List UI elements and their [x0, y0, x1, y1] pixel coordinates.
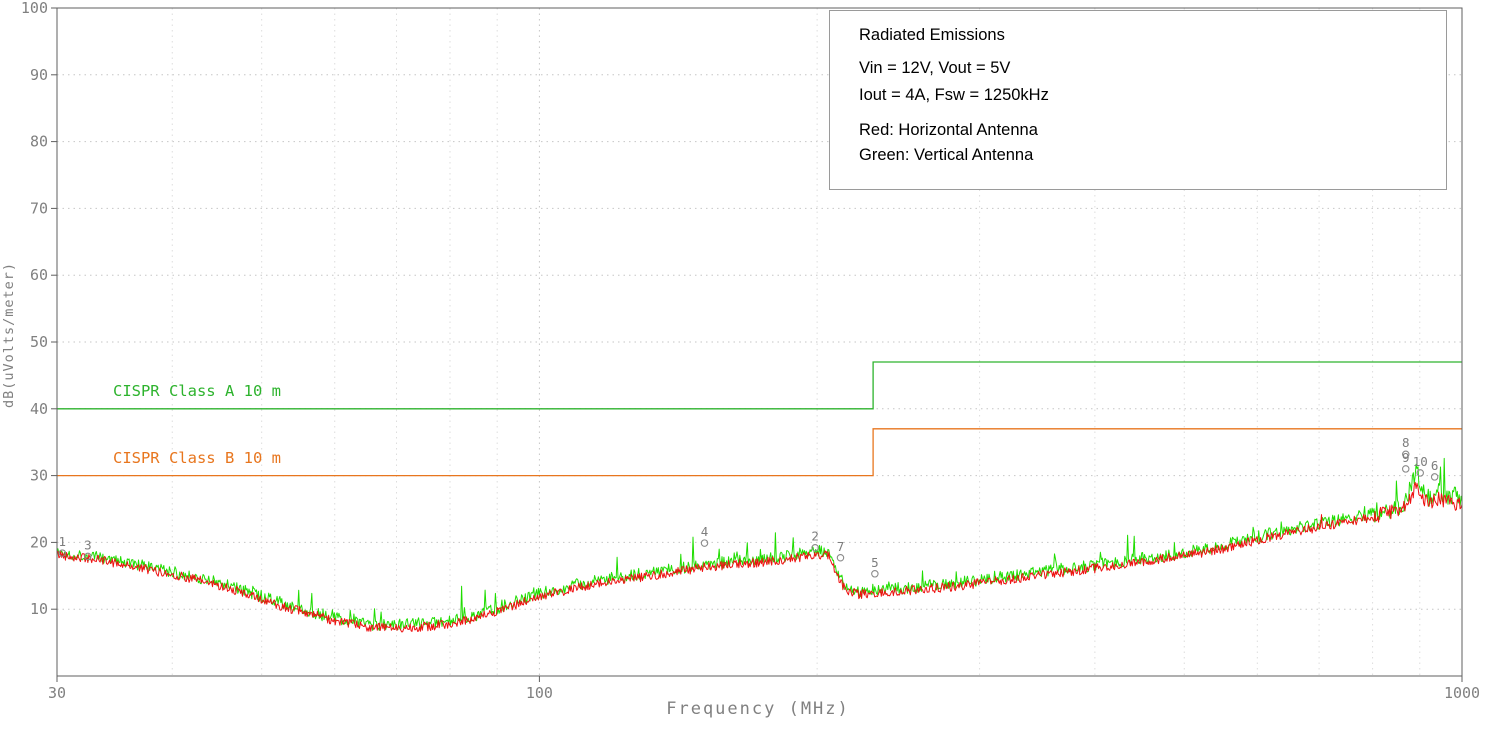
marker-label-7: 7 — [837, 539, 845, 554]
marker-circle-7 — [836, 554, 845, 562]
y-tick-label-90: 90 — [30, 66, 48, 84]
marker-8: 8 — [1401, 435, 1410, 458]
axis-layer: 10 20 30 40 50 60 70 80 90 100 30 100 1000 — [21, 0, 1480, 702]
legend-red-trace: Red: Horizontal Antenna — [859, 121, 1038, 139]
marker-label-1: 1 — [59, 534, 67, 549]
marker-4: 4 — [700, 524, 709, 547]
y-tick-label-60: 60 — [30, 266, 48, 284]
marker-circle-8 — [1401, 450, 1410, 458]
marker-circle-9 — [1401, 465, 1410, 473]
marker-label-5: 5 — [871, 555, 879, 570]
y-tick-label-30: 30 — [30, 467, 48, 485]
marker-layer: 1 3 4 2 7 5 89 10 6 — [58, 435, 1439, 578]
y-axis-title: dB(uVolts/meter) — [1, 262, 17, 408]
legend-vin-vout: Vin = 12V, Vout = 5V — [859, 59, 1011, 77]
legend-box: Radiated Emissions Vin = 12V, Vout = 5V … — [829, 10, 1447, 190]
marker-circle-2 — [811, 543, 819, 552]
limit-lines-layer: CISPR Class A 10 m CISPR Class B 10 m — [57, 361, 1462, 477]
trace-layer — [56, 457, 1463, 633]
marker-circle-10 — [1416, 469, 1424, 477]
marker-label-8: 8 — [1402, 435, 1410, 450]
x-tick-label-1000: 1000 — [1444, 684, 1480, 702]
marker-5: 5 — [871, 555, 879, 578]
trace-horizontal-antenna — [56, 481, 1463, 633]
y-tick-label-40: 40 — [30, 400, 48, 418]
x-axis-title: Frequency (MHz) — [666, 699, 850, 719]
plot-frame — [56, 7, 1463, 677]
marker-label-10: 10 — [1413, 454, 1428, 469]
marker-circle-3 — [84, 552, 92, 561]
legend-title: Radiated Emissions — [859, 26, 1005, 44]
x-tick-label-30: 30 — [48, 684, 66, 702]
marker-label-3: 3 — [84, 537, 92, 552]
marker-circle-6 — [1430, 473, 1439, 481]
marker-label-6: 6 — [1431, 458, 1439, 473]
limit-label-cispr-class-b-10-m: CISPR Class B 10 m — [113, 449, 281, 467]
limit-line-cispr-class-b-10-m — [57, 428, 1462, 477]
marker-circle-1 — [58, 549, 67, 557]
y-tick-label-80: 80 — [30, 133, 48, 151]
marker-label-2: 2 — [811, 529, 819, 544]
marker-1: 1 — [58, 534, 67, 557]
marker-2: 2 — [811, 529, 819, 552]
marker-10: 10 — [1413, 454, 1428, 477]
y-tick-label-50: 50 — [30, 333, 48, 351]
limit-label-cispr-class-a-10-m: CISPR Class A 10 m — [113, 382, 281, 400]
legend-iout-fsw: Iout = 4A, Fsw = 1250kHz — [859, 86, 1049, 104]
marker-circle-4 — [700, 539, 709, 547]
marker-3: 3 — [84, 537, 92, 561]
marker-label-4: 4 — [701, 524, 709, 539]
marker-6: 6 — [1430, 458, 1439, 481]
limit-line-cispr-class-a-10-m — [57, 361, 1462, 410]
y-tick-label-70: 70 — [30, 199, 48, 217]
marker-7: 7 — [836, 539, 845, 562]
marker-9: 9 — [1401, 450, 1410, 473]
y-tick-label-100: 100 — [21, 0, 48, 17]
legend-green-trace: Green: Vertical Antenna — [859, 146, 1034, 164]
y-tick-label-10: 10 — [30, 600, 48, 618]
marker-label-9: 9 — [1402, 450, 1410, 465]
marker-circle-5 — [871, 570, 879, 578]
x-tick-label-100: 100 — [526, 684, 553, 702]
y-tick-label-20: 20 — [30, 533, 48, 551]
